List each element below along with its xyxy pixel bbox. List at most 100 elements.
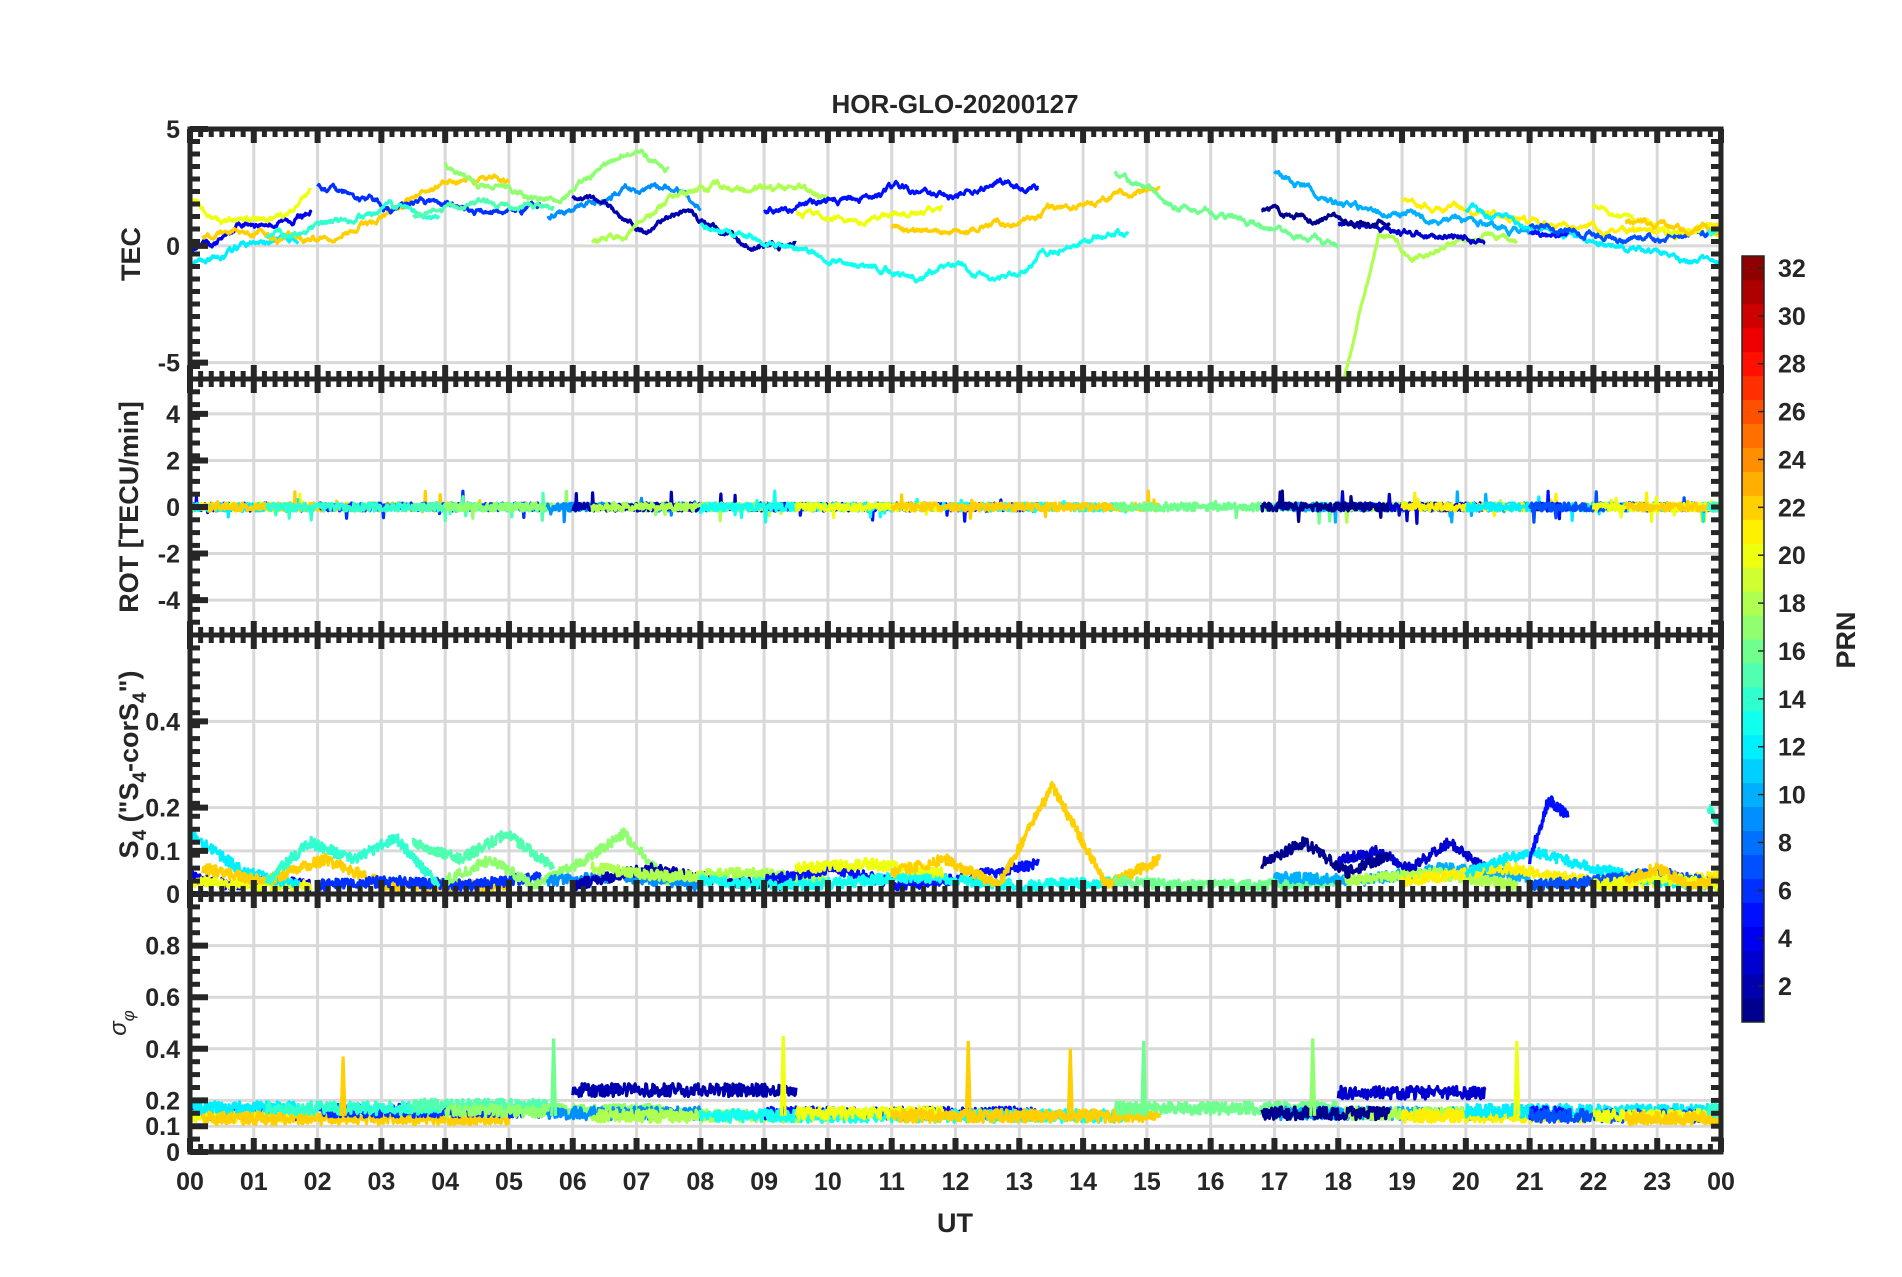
colorbar-segment [1742,830,1764,855]
x-tick-label: 09 [750,1168,778,1196]
colorbar-tick-label: 18 [1778,590,1806,618]
tec-line-prn-5 [762,177,1040,215]
x-tick-label: 00 [176,1168,204,1196]
y-tick-label: 2 [166,447,180,475]
tec-line-prn-10 [1273,170,1532,237]
sigma-spike [1066,1048,1074,1116]
colorbar-tick-label: 8 [1778,829,1792,857]
rot-line-prn-22 [1623,499,1721,513]
colorbar-tick-label: 4 [1778,925,1792,953]
s4-line-prn-22 [1624,862,1721,890]
s4-line-prn-3 [1336,837,1487,873]
x-tick-label: 17 [1261,1168,1289,1196]
colorbar-tick-label: 26 [1778,399,1806,427]
colorbar-segment [1742,327,1764,353]
panel-rot: -4 -2 0 2 4 ROT [TECU/min] [114,376,1724,638]
tec-line-prn-22 [890,185,1161,236]
colorbar-tick-label: 2 [1778,973,1792,1001]
colorbar-tick-label: 24 [1778,446,1806,474]
colorbar-segment [1742,639,1764,664]
colorbar-segment [1742,423,1764,448]
y-tick-label: 0.8 [145,933,180,961]
colorbar-segment [1742,686,1764,712]
tec-line-prn-5 [1528,229,1570,239]
s4-line-prn-1 [1260,836,1391,880]
colorbar-tick-label: 10 [1778,782,1806,810]
x-tick-label: 07 [623,1168,651,1196]
sigma-line-prn-16 [1114,1100,1340,1117]
colorbar-segment [1742,902,1764,927]
sigma-line-prn-2 [571,1081,798,1099]
y-tick-label: 4 [166,401,180,429]
colorbar-segment [1742,615,1764,640]
tec-line-prn-17 [443,148,670,205]
y-tick-label: -4 [158,587,180,615]
colorbar-segment [1742,734,1764,760]
y-tick-label: -2 [158,541,180,569]
sigma-line-prn-22 [1623,1110,1721,1127]
tec-line-prn-6 [316,182,543,217]
tec-line-prn-16 [1113,170,1340,249]
sigma-line-prn-14 [265,1100,441,1117]
s4-line-prn-14 [265,833,441,888]
y-tick-label: -5 [158,350,180,378]
panel-tec: -5 0 5 TEC [116,116,1724,382]
rot-line-prn-14 [265,501,441,522]
sigma-spike [1309,1038,1317,1116]
y-label-part: 4 [130,829,151,840]
tec-line-prn-4 [190,209,313,253]
colorbar-tick-label: 16 [1778,638,1806,666]
y-tick-label: 0.2 [145,1087,180,1115]
colorbar-segment [1742,806,1764,831]
tec-line-prn-13 [699,222,1130,284]
s4-line-prn-17 [443,827,670,891]
colorbar-segment [1742,710,1764,736]
tec-line-prn-1 [1260,203,1391,229]
colorbar-segment [1742,758,1764,784]
sigma-line-prn-1 [1260,1105,1391,1122]
s4-line-prn-20 [794,856,945,879]
tec-line-prn-15 [412,197,555,219]
y-tick-label: 0 [166,1139,180,1167]
x-axis-label: UT [937,1208,973,1238]
y-tick-label: 0.2 [145,795,180,823]
tec-line-prn-12 [190,232,300,272]
colorbar-segment [1742,950,1764,975]
y-tick-label: 0.6 [145,984,180,1012]
x-tick-label: 12 [942,1168,970,1196]
x-tick-label: 04 [431,1168,459,1196]
y-tick-label: 0.4 [145,708,180,736]
panel-sigma: 00.10.2 0.4 0.6 0.8 σφ [105,891,1724,1167]
tec-series [190,148,1721,378]
colorbar-segment [1742,591,1764,616]
colorbar-segment [1742,543,1764,568]
y-axis-label: S4 ("S4-corS4") [114,671,151,859]
y-tick-label: 0.1 [145,838,180,866]
sigma-line-prn-22 [201,1110,511,1127]
tec-line-prn-18 [590,178,830,244]
rot-line-prn-1 [1260,489,1391,524]
sigma-spike [964,1041,972,1116]
x-tick-label: 01 [240,1168,268,1196]
colorbar-segment [1742,495,1764,520]
x-tick-label: 20 [1452,1168,1480,1196]
colorbar-segment [1742,256,1764,281]
colorbar-label: PRN [1831,611,1861,668]
sigma-spike [339,1056,347,1116]
colorbar-segment [1742,447,1764,472]
x-tick-label: 23 [1643,1168,1671,1196]
s4-line-prn-5 [763,858,1040,892]
colorbar-segment [1742,279,1764,305]
x-tick-label: 11 [878,1168,905,1196]
colorbar-segment [1742,662,1764,688]
colorbar-segment [1742,878,1764,903]
tec-line-prn-2 [571,193,797,252]
x-tick-label: 03 [367,1168,395,1196]
sigma-spike [779,1035,787,1116]
sigma-line-prn-3 [1336,1084,1487,1101]
colorbar-tick-label: 22 [1778,494,1806,522]
sigma-spike [1140,1041,1148,1116]
colorbar-segment [1742,303,1764,329]
x-tick-label: 10 [814,1168,842,1196]
